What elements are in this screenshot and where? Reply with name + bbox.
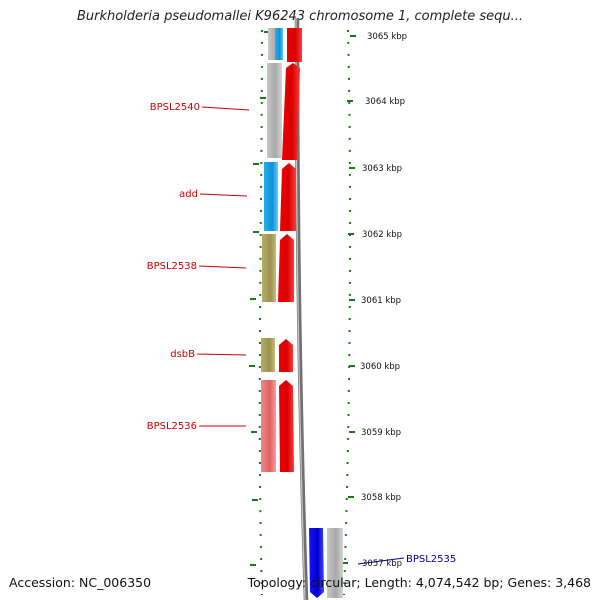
- scale-label: 3063 kbp: [362, 164, 402, 174]
- feature-block: [262, 234, 276, 302]
- feature-block: [264, 162, 278, 231]
- gene-labels: BPSL2540 add BPSL2538 dsbB BPSL2536 BPSL…: [147, 102, 457, 565]
- feature-block: [275, 28, 283, 60]
- scale-label: 3060 kbp: [360, 362, 400, 372]
- gene-label-bpsl2535: BPSL2535: [406, 554, 456, 565]
- major-ticks: [249, 31, 356, 566]
- scale-labels: 3065 kbp 3064 kbp 3063 kbp 3062 kbp 3061…: [360, 32, 407, 569]
- gene-label-bpsl2538: BPSL2538: [147, 261, 197, 272]
- gene-label-add: add: [179, 189, 198, 200]
- gene-label-dsbb: dsbB: [170, 349, 195, 360]
- feature-block: [261, 338, 275, 372]
- feature-track: [261, 28, 343, 598]
- feature-block: [267, 63, 282, 158]
- scale-label: 3057 kbp: [362, 559, 402, 569]
- inner-scale-ring: [343, 29, 352, 596]
- outer-scale-ring: [258, 29, 263, 596]
- gene-arrows: [278, 28, 324, 598]
- gene-arrow: [278, 234, 294, 302]
- scale-label: 3064 kbp: [365, 97, 405, 107]
- scale-label: 3058 kbp: [361, 493, 401, 503]
- scale-label: 3059 kbp: [361, 428, 401, 438]
- map-title: Burkholderia pseudomallei K96243 chromos…: [76, 9, 524, 24]
- scale-label: 3065 kbp: [367, 32, 407, 42]
- gene-arrow: [279, 380, 294, 472]
- gene-arrow: [287, 28, 302, 62]
- gene-leaders: [196, 106, 405, 565]
- scale-label: 3061 kbp: [361, 296, 401, 306]
- gene-label-bpsl2536: BPSL2536: [147, 421, 197, 432]
- gene-arrow: [282, 63, 300, 160]
- accession-text: Accession: NC_006350: [9, 575, 152, 590]
- scale-label: 3062 kbp: [362, 230, 402, 240]
- gene-arrow: [279, 339, 293, 372]
- feature-block: [327, 528, 343, 598]
- feature-block: [261, 380, 276, 472]
- gene-arrow: [280, 163, 296, 231]
- gene-label-bpsl2540: BPSL2540: [150, 102, 200, 113]
- topology-summary-text: Topology: circular; Length: 4,074,542 bp…: [247, 575, 591, 590]
- gene-arrow: [309, 528, 324, 598]
